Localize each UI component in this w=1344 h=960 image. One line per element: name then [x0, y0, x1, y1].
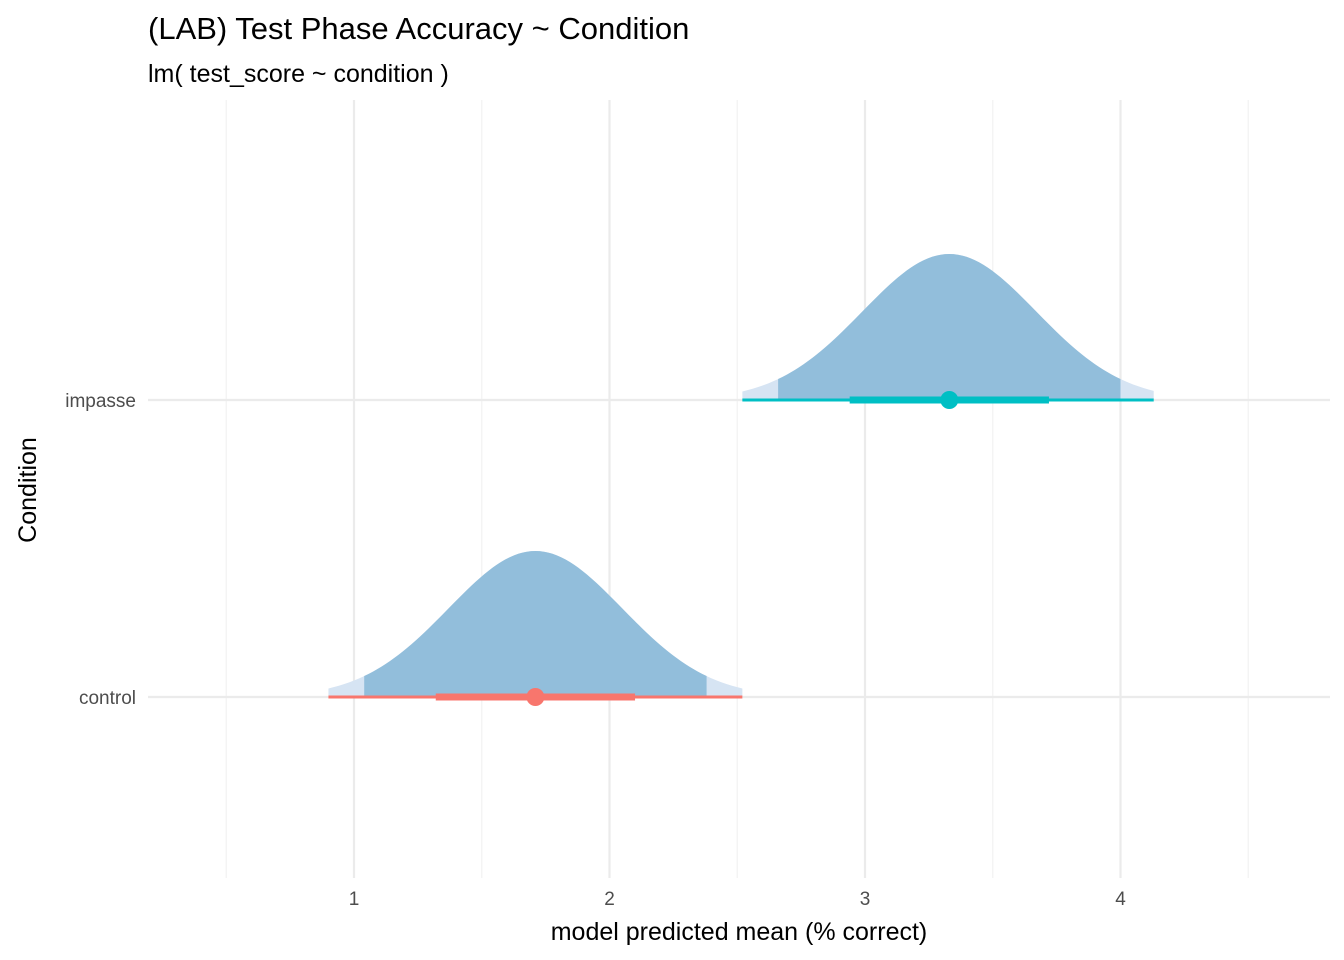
density-inner-control: [364, 551, 707, 697]
x-tick-label: 1: [349, 889, 360, 910]
y-tick-label: impasse: [65, 391, 136, 412]
grid: [148, 100, 1330, 878]
chart-title: (LAB) Test Phase Accuracy ~ Condition: [148, 11, 689, 46]
y-axis-ticks: control impasse: [65, 391, 136, 709]
point-mean-impasse: [940, 391, 959, 409]
interval-layer: [328, 391, 1154, 706]
y-tick-label: control: [79, 688, 136, 709]
x-tick-label: 2: [604, 889, 615, 910]
x-tick-label: 3: [860, 889, 871, 910]
point-mean-control: [526, 688, 545, 706]
density-layer: [328, 254, 1154, 697]
y-axis-title: Condition: [14, 437, 42, 543]
density-inner-impasse: [778, 254, 1121, 400]
x-axis-ticks: 1 2 3 4: [349, 889, 1127, 910]
x-tick-label: 4: [1115, 889, 1126, 910]
chart-subtitle: lm( test_score ~ condition ): [148, 60, 449, 88]
x-axis-title: model predicted mean (% correct): [551, 918, 928, 946]
